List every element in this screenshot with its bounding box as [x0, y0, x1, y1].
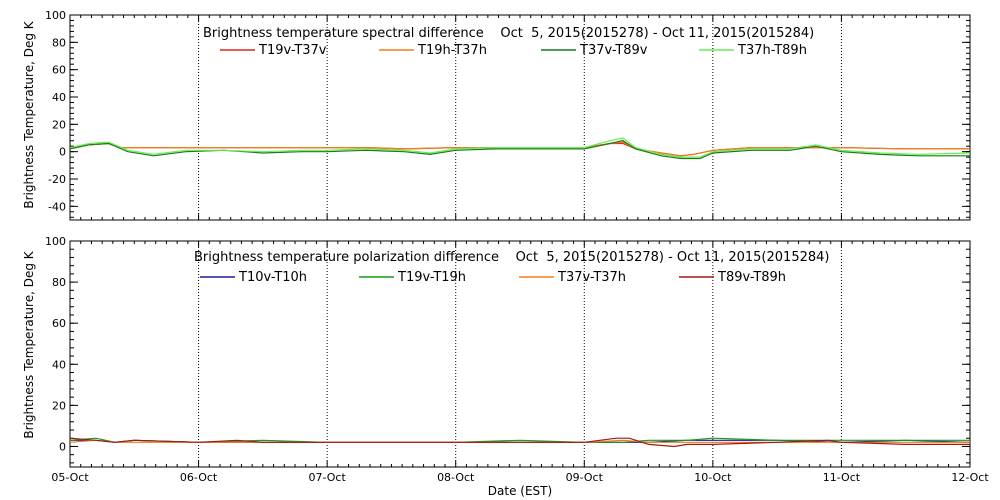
spectral-panel-title: Brightness temperature spectral differen…	[203, 26, 814, 41]
spectral-y-tick-label: -40	[48, 200, 66, 213]
spectral-plot-frame	[69, 14, 971, 221]
spectral-series-line-t19h-t37h	[70, 141, 970, 157]
spectral-series-line-t37v-t89v	[70, 140, 970, 160]
polarization-legend-label: T10v-T10h	[238, 270, 307, 285]
polarization-legend-label: T19v-T19h	[397, 270, 466, 285]
polarization-plot-frame	[69, 240, 971, 468]
x-tick-label: 12-Oct	[951, 471, 989, 484]
spectral-legend-label: T19h-T37h	[417, 43, 487, 58]
x-tick-label: 11-Oct	[823, 471, 861, 484]
polarization-legend-label: T89v-T89h	[717, 270, 786, 285]
spectral-y-tick-label: 20	[52, 118, 66, 131]
spectral-y-tick-label: 100	[45, 9, 66, 22]
spectral-legend-label: T37h-T89h	[737, 43, 807, 58]
x-tick-label: 05-Oct	[51, 471, 89, 484]
polarization-y-tick-label: 40	[52, 358, 66, 371]
spectral-difference-panel: Brightness Temperature, Deg K -40 -20 0 20 4…	[22, 9, 971, 221]
polarization-series-line-t89v-t89h	[70, 437, 970, 448]
spectral-y-tick-label: 80	[52, 36, 66, 49]
polarization-legend-label: T37v-T37h	[557, 270, 626, 285]
x-axis-title: Date (EST)	[488, 484, 552, 498]
polarization-difference-panel: Brightness Temperature, Deg K Date (EST)…	[22, 235, 989, 498]
spectral-y-tick-label: -20	[48, 173, 66, 186]
polarization-y-axis-title: Brightness Temperature, Deg K	[22, 250, 36, 438]
polarization-y-tick-label: 80	[52, 276, 66, 289]
spectral-legend-label: T19v-T37v	[258, 43, 327, 58]
spectral-y-tick-label: 40	[52, 91, 66, 104]
spectral-series-line-t19v-t37v	[70, 142, 970, 157]
polarization-panel-title: Brightness temperature polarization diff…	[194, 250, 829, 265]
x-tick-label: 07-Oct	[308, 471, 346, 484]
polarization-y-tick-label: 20	[52, 399, 66, 412]
x-tick-label: 09-Oct	[566, 471, 604, 484]
spectral-y-axis-title: Brightness Temperature, Deg K	[22, 20, 36, 208]
spectral-series-line-t37h-t89h	[70, 137, 970, 158]
x-tick-label: 10-Oct	[694, 471, 732, 484]
x-tick-label: 08-Oct	[437, 471, 475, 484]
x-tick-label: 06-Oct	[180, 471, 218, 484]
spectral-legend-label: T37v-T89v	[579, 43, 648, 58]
spectral-y-tick-label: 60	[52, 64, 66, 77]
spectral-y-tick-label: 0	[59, 146, 66, 159]
polarization-y-tick-label: 60	[52, 317, 66, 330]
polarization-y-tick-label: 100	[45, 235, 66, 248]
polarization-y-tick-label: 0	[59, 440, 66, 453]
